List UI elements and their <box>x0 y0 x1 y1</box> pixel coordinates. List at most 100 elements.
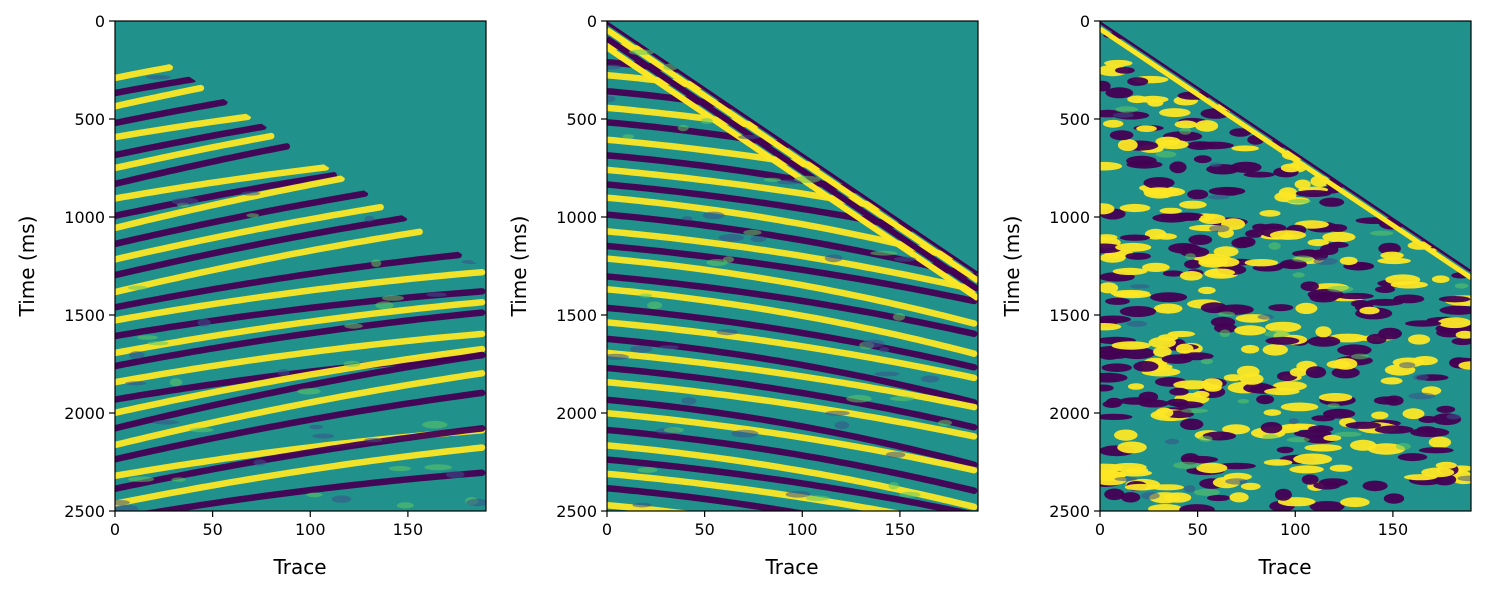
panel-3-texture <box>1263 330 1291 338</box>
panel-3-noise-blob <box>1193 141 1234 150</box>
panel-3-noise-blob <box>1264 387 1300 396</box>
y-tick-label: 0 <box>95 12 105 31</box>
panel-3-noise-blob <box>1345 421 1382 429</box>
panel-1-reflection-25 <box>115 351 486 432</box>
panel-3-noise-blob <box>1105 87 1134 99</box>
panel-1-texture <box>422 420 448 429</box>
panel-3-noise-blob <box>1451 337 1471 346</box>
y-tick-label: 1000 <box>1049 208 1090 227</box>
panel-3-noise-blob <box>1380 251 1404 260</box>
panel-1-reflection-17 <box>115 251 462 311</box>
panel-1-mute-zone <box>115 21 486 270</box>
panel-3-noise-blob <box>1286 423 1309 430</box>
panel-3-noise-blob <box>1219 187 1241 196</box>
panel-3-noise-blob <box>1329 464 1353 472</box>
panel-3-noise-blob <box>1313 481 1341 490</box>
panel-2-reflection-12 <box>607 228 978 293</box>
panel-1-texture <box>312 433 335 439</box>
panel-1-reflection-22 <box>115 330 486 386</box>
panel-3-noise-blob <box>1187 189 1209 200</box>
panel-1-reflection-19 <box>115 288 486 340</box>
panel-3-noise-blob <box>1350 439 1377 451</box>
panel-1-reflection-18 <box>115 268 486 324</box>
panel-3-noise-blob <box>1184 259 1202 269</box>
panel-2-texture <box>681 397 697 405</box>
panel-3-noise-blob <box>1127 383 1145 390</box>
panel-3-texture <box>1454 283 1469 289</box>
panel-3-noise-blob <box>1315 326 1332 338</box>
panel-3-noise-blob <box>1100 323 1122 331</box>
panel-3-noise-blob <box>1110 289 1151 297</box>
panel-2-image <box>607 21 978 511</box>
panel-3-texture <box>1262 434 1279 439</box>
panel-3-noise-blob <box>1175 343 1194 354</box>
panel-3-noise-blob <box>1230 161 1262 173</box>
panel-1-texture <box>364 437 383 443</box>
panel-3-texture <box>1114 476 1138 482</box>
y-tick-label: 2500 <box>1049 502 1090 521</box>
panel-3-noise-blob <box>1198 286 1216 295</box>
panel-3-noise-blob <box>1428 436 1452 449</box>
panel-2-texture <box>743 229 762 236</box>
panel-3-noise-blob <box>1198 213 1226 225</box>
panel-3-noise-blob <box>1265 336 1300 345</box>
panel-3-noise-blob <box>1374 425 1414 434</box>
panel-3-noise-blob <box>1198 257 1228 268</box>
panel-3-noise-blob <box>1412 356 1438 366</box>
x-tick-label: 150 <box>393 520 424 539</box>
panel-1: 0 50 100 150 0 500 1000 1500 2000 2500 Trace Tim… <box>15 12 487 579</box>
panel-1-reflection-4 <box>115 84 205 110</box>
panel-2-texture <box>632 502 652 508</box>
panel-1-reflection-13 <box>115 190 369 248</box>
panel-3-noise-blob <box>1431 275 1450 284</box>
panel-3-noise-blob <box>1256 394 1275 405</box>
panel-3-noise-blob <box>1222 424 1251 435</box>
panel-1-y-ticks: 0 500 1000 1500 2000 2500 <box>64 12 115 521</box>
panel-3-texture <box>1209 224 1230 233</box>
panel-2-texture <box>824 254 843 263</box>
panel-3-noise-blob <box>1179 200 1207 209</box>
panel-3-y-ticks: 0 500 1000 1500 2000 2500 <box>1049 12 1100 521</box>
panel-3-noise-blob <box>1408 334 1431 345</box>
panel-1-reflection-11 <box>115 172 337 220</box>
panel-2-texture <box>637 467 658 473</box>
panel-3-noise-blob <box>1359 306 1380 315</box>
y-tick-label: 2000 <box>556 404 597 423</box>
panel-3-noise-blob <box>1102 351 1130 359</box>
panel-1-reflection-6 <box>115 113 252 141</box>
panel-2-reflection-24 <box>607 409 978 474</box>
panel-3-noise-blob <box>1458 361 1471 370</box>
panel-1-reflection-30 <box>115 444 486 508</box>
panel-1-reflection-14 <box>115 203 384 263</box>
panel-3-noise-blob <box>1124 483 1157 491</box>
panel-3-noise-blob <box>1378 327 1402 340</box>
panel-3-noise-blob <box>1205 268 1236 277</box>
panel-3-noise-blob <box>1234 325 1267 336</box>
panel-2-texture <box>846 394 872 403</box>
panel-1-reflection-10 <box>115 164 330 202</box>
panel-3-noise-blob <box>1263 409 1282 416</box>
panel-1-reflection-27 <box>115 389 486 463</box>
panel-1-texture <box>189 427 214 433</box>
panel-3-noise-blob <box>1418 447 1454 454</box>
panel-2-texture <box>776 179 802 185</box>
panel-3-noise-blob <box>1383 493 1405 504</box>
panel-3-noise-blob <box>1439 305 1471 315</box>
panel-1-image <box>115 21 486 511</box>
panel-3-noise-blob <box>1126 160 1163 169</box>
panel-3-texture <box>1126 320 1148 327</box>
panel-3-noise-blob <box>1120 492 1141 503</box>
panel-3-noise-blob <box>1117 139 1138 151</box>
y-tick-label: 1500 <box>556 306 597 325</box>
panel-3-texture <box>1115 106 1139 113</box>
panel-3-texture <box>1395 443 1411 450</box>
x-tick-label: 0 <box>1095 520 1105 539</box>
panel-3-noise-blob <box>1262 344 1289 356</box>
panel-3-noise-blob <box>1114 429 1138 441</box>
panel-1-texture <box>128 476 155 482</box>
panel-3-noise-blob <box>1280 402 1319 412</box>
panel-3-texture <box>1268 242 1281 250</box>
panel-2-texture <box>862 339 885 348</box>
panel-2-texture <box>938 419 952 426</box>
panel-2-texture <box>706 259 728 266</box>
